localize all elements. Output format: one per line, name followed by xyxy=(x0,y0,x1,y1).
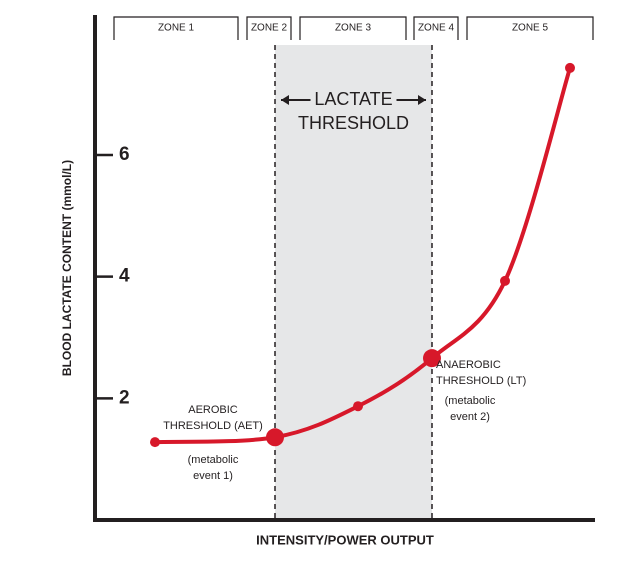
point xyxy=(500,275,510,286)
annotation: event 2) xyxy=(450,411,490,423)
y-tick-label: 4 xyxy=(119,266,130,287)
point xyxy=(353,401,363,412)
point xyxy=(266,428,284,447)
arrow-head xyxy=(418,95,426,105)
annotation: ANAEROBIC xyxy=(436,359,501,371)
annotation: LACTATE xyxy=(314,89,392,109)
zone-bracket xyxy=(299,16,407,40)
zone-label: ZONE 5 xyxy=(512,23,549,34)
y-tick-label: 6 xyxy=(119,144,130,165)
y-tick-label: 2 xyxy=(119,387,130,408)
zone-label: ZONE 2 xyxy=(251,23,288,34)
annotation: (metabolic xyxy=(445,395,496,407)
zone-label: ZONE 3 xyxy=(335,23,372,34)
zone-bracket xyxy=(466,16,594,40)
x-axis-label: INTENSITY/POWER OUTPUT xyxy=(256,532,434,547)
point xyxy=(423,349,441,368)
arrow-head xyxy=(281,95,289,105)
threshold-band xyxy=(275,45,432,520)
zone-bracket xyxy=(246,16,292,40)
point xyxy=(150,437,160,448)
annotation: (metabolic xyxy=(188,454,239,466)
y-axis-label: BLOOD LACTATE CONTENT (mmol/L) xyxy=(60,160,74,376)
zone-bracket xyxy=(113,16,239,40)
zone-label: ZONE 4 xyxy=(418,23,455,34)
zone-bracket xyxy=(413,16,459,40)
zone-label: ZONE 1 xyxy=(158,23,195,34)
annotation: THRESHOLD xyxy=(298,113,409,133)
annotation: event 1) xyxy=(193,470,233,482)
point xyxy=(565,62,575,73)
annotation: THRESHOLD (AET) xyxy=(163,420,263,432)
annotation: AEROBIC xyxy=(188,404,238,416)
annotation: THRESHOLD (LT) xyxy=(436,375,526,387)
